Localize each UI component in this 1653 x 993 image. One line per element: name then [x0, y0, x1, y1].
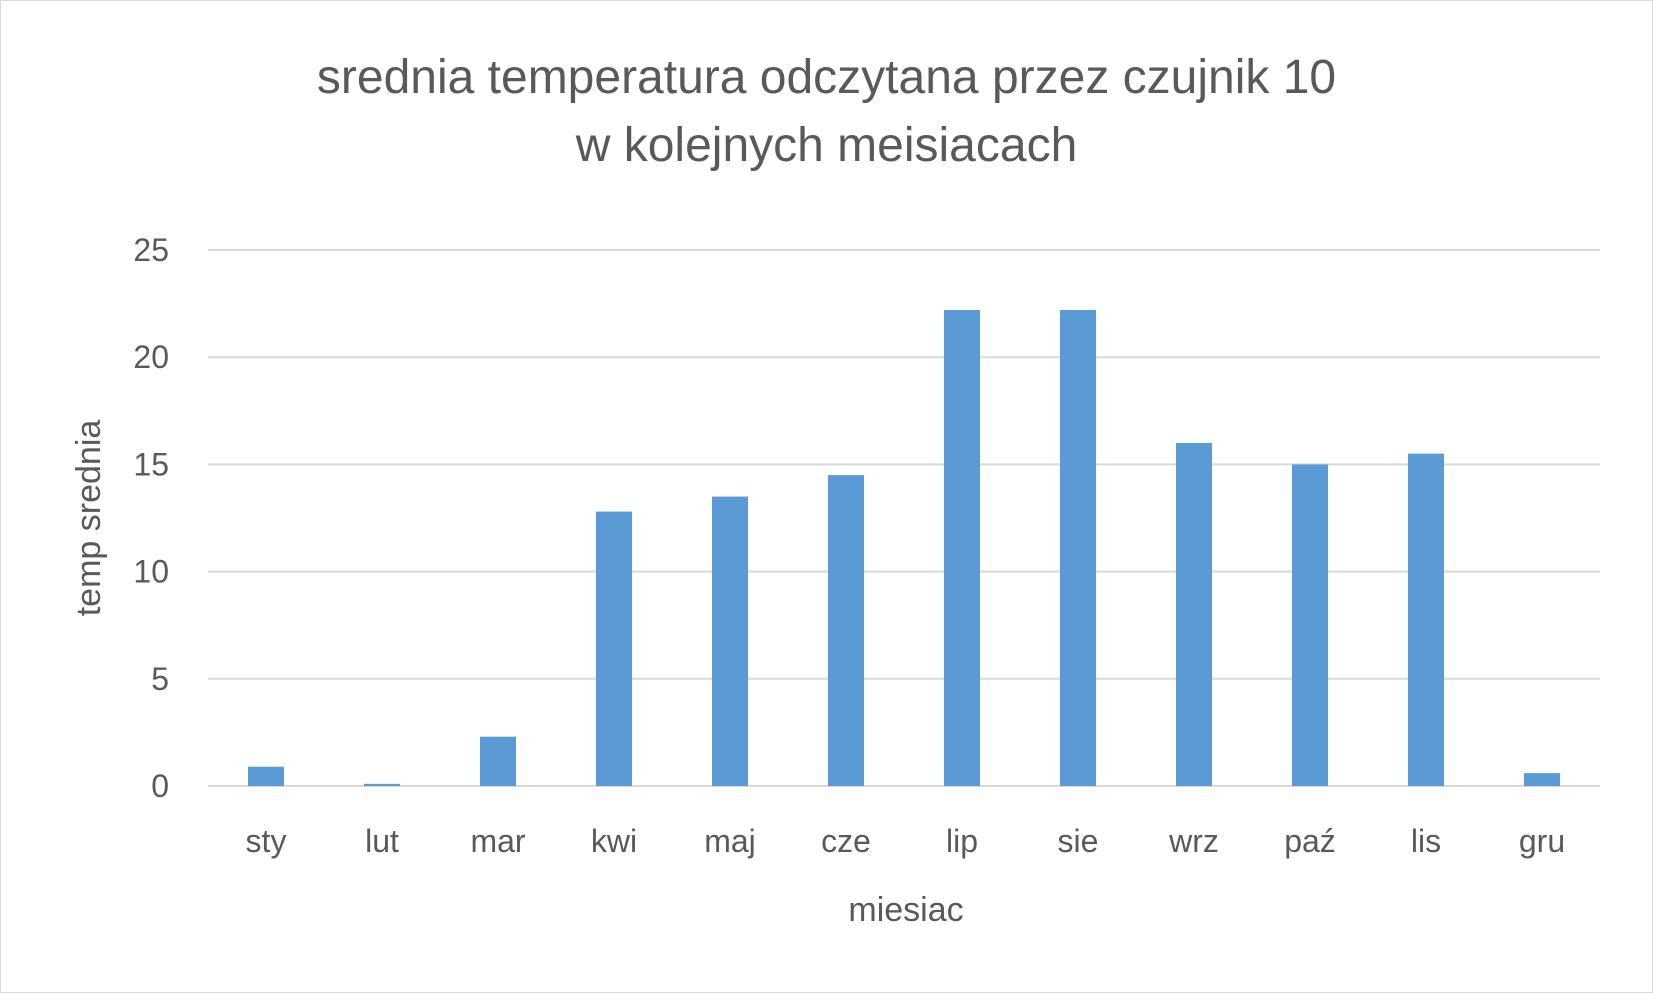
chart-title-line-2: w kolejnych meisiacach: [575, 119, 1078, 172]
bar-paź: [1292, 464, 1328, 786]
x-tick-label: lut: [365, 823, 399, 859]
x-tick-label: cze: [821, 823, 871, 859]
x-tick-label: lip: [946, 823, 978, 859]
chart-title: srednia temperatura odczytana przez czuj…: [0, 44, 1653, 180]
bar-gru: [1524, 773, 1560, 786]
bar-sie: [1060, 310, 1096, 786]
bar-maj: [712, 496, 748, 786]
bar-wrz: [1176, 442, 1212, 786]
y-tick-label: 15: [133, 446, 169, 482]
y-tick-label: 10: [133, 554, 169, 590]
bar-lut: [364, 783, 400, 786]
y-tick-label: 20: [133, 339, 169, 375]
x-tick-label: wrz: [1168, 823, 1219, 859]
y-tick-label: 5: [151, 661, 169, 697]
y-axis-ticks: 0 5 10 15 20 25: [133, 232, 169, 804]
x-tick-label: maj: [704, 823, 756, 859]
bar-mar: [480, 736, 516, 786]
bars: [248, 310, 1560, 786]
gridlines: [208, 249, 1600, 787]
x-tick-label: kwi: [591, 823, 637, 859]
chart-title-line-1: srednia temperatura odczytana przez czuj…: [316, 51, 1337, 104]
x-axis-ticks: sty lut mar kwi maj cze lip sie wrz paź lis gru: [246, 823, 1566, 859]
x-axis-title: miesiac: [848, 891, 963, 929]
y-axis-title: temp srednia: [70, 420, 108, 617]
y-tick-label: 25: [133, 232, 169, 268]
bar-kwi: [596, 511, 632, 786]
y-tick-label: 0: [151, 768, 169, 804]
x-tick-label: sty: [246, 823, 287, 859]
bar-cze: [828, 475, 864, 786]
x-tick-label: mar: [470, 823, 525, 859]
x-tick-label: paź: [1284, 823, 1336, 859]
x-tick-label: sie: [1058, 823, 1099, 859]
x-tick-label: lis: [1411, 823, 1441, 859]
bar-lis: [1408, 453, 1444, 786]
x-tick-label: gru: [1519, 823, 1565, 859]
bar-sty: [248, 766, 284, 786]
bar-lip: [944, 310, 980, 786]
